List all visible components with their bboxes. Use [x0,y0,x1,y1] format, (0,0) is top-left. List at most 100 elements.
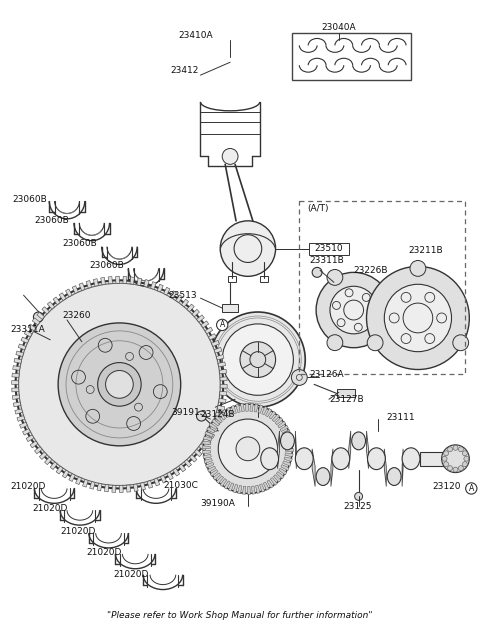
Circle shape [447,447,453,452]
Circle shape [34,312,43,322]
Polygon shape [17,416,24,421]
Polygon shape [173,468,180,476]
Bar [260,276,268,282]
Polygon shape [207,432,215,438]
Polygon shape [264,482,269,491]
Circle shape [58,323,180,446]
Circle shape [222,148,238,164]
Bar [242,447,262,470]
Polygon shape [231,406,236,414]
Polygon shape [203,455,211,459]
Polygon shape [62,470,69,478]
Polygon shape [238,486,242,494]
Circle shape [442,456,447,461]
Polygon shape [219,398,226,403]
Circle shape [327,269,343,286]
Polygon shape [83,479,88,487]
Polygon shape [69,474,75,481]
Text: 23127B: 23127B [329,395,363,404]
Text: 23111: 23111 [386,413,415,421]
Circle shape [240,342,276,377]
Polygon shape [75,477,82,484]
Polygon shape [18,344,26,350]
Polygon shape [30,441,38,448]
Polygon shape [147,481,153,488]
Polygon shape [97,483,102,491]
Bar [222,304,238,312]
Ellipse shape [261,448,278,470]
Polygon shape [56,466,63,474]
Polygon shape [203,450,211,454]
Polygon shape [86,281,92,288]
Polygon shape [130,277,134,284]
Polygon shape [245,403,248,411]
Polygon shape [39,452,47,459]
Polygon shape [184,460,192,467]
Circle shape [444,462,448,467]
Polygon shape [212,340,219,347]
Ellipse shape [280,432,294,450]
Text: 23060B: 23060B [35,216,69,225]
Polygon shape [278,421,286,428]
Circle shape [330,286,377,334]
Polygon shape [72,286,78,294]
Polygon shape [275,418,283,425]
Polygon shape [217,406,225,411]
Circle shape [312,267,322,277]
Circle shape [97,362,141,406]
Polygon shape [207,427,215,433]
Polygon shape [284,434,292,439]
Polygon shape [203,438,211,445]
Polygon shape [204,436,212,441]
Polygon shape [270,477,277,486]
Polygon shape [213,473,221,480]
Polygon shape [285,439,293,443]
Polygon shape [242,486,246,494]
Text: 23412: 23412 [171,65,199,75]
Polygon shape [101,277,106,285]
Ellipse shape [316,467,330,486]
Circle shape [462,462,468,467]
Text: 21020D: 21020D [113,570,149,579]
Circle shape [444,451,448,456]
Text: 23060B: 23060B [12,194,48,204]
Circle shape [458,465,463,470]
Circle shape [316,272,391,348]
Circle shape [218,419,277,479]
Polygon shape [144,279,149,287]
Polygon shape [181,299,189,307]
Text: 21030C: 21030C [163,481,198,490]
Ellipse shape [387,467,401,486]
Text: 23124B: 23124B [201,409,235,419]
Polygon shape [228,483,234,491]
Polygon shape [312,449,315,486]
Circle shape [367,267,469,369]
Polygon shape [140,482,145,490]
Circle shape [447,465,453,470]
Polygon shape [220,479,227,487]
Text: 23040A: 23040A [322,23,356,32]
Polygon shape [133,484,138,491]
Polygon shape [227,407,232,416]
Polygon shape [220,377,227,381]
Circle shape [462,451,468,456]
Polygon shape [176,295,183,303]
Polygon shape [331,449,333,486]
Polygon shape [285,444,293,447]
Polygon shape [12,381,19,384]
Polygon shape [254,404,258,412]
Polygon shape [295,431,296,469]
Polygon shape [50,462,57,469]
Text: 21020D: 21020D [11,482,46,491]
Polygon shape [167,472,173,480]
Circle shape [453,445,458,450]
Polygon shape [24,330,32,337]
Circle shape [220,221,276,276]
Polygon shape [203,441,211,445]
Polygon shape [247,486,251,494]
Circle shape [453,335,468,351]
Polygon shape [16,351,24,357]
Circle shape [367,335,383,351]
Polygon shape [66,289,72,297]
Circle shape [442,445,469,472]
